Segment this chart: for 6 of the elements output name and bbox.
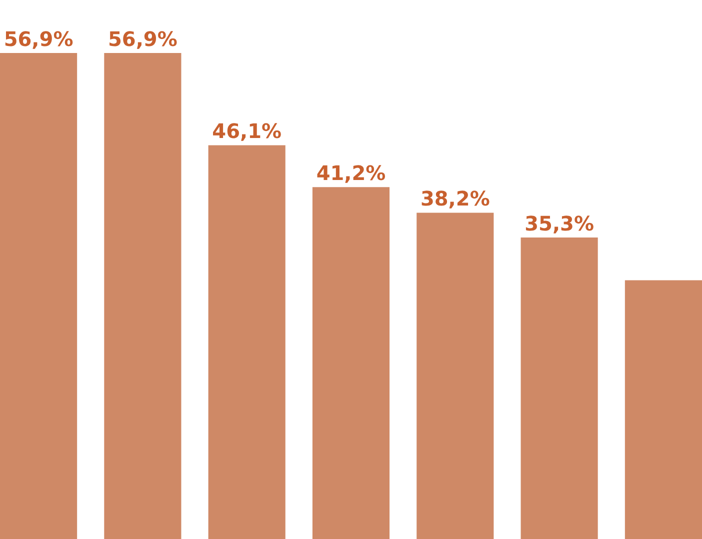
data-label: 38,2%	[420, 186, 490, 211]
data-label: 56,9%	[4, 27, 74, 51]
data-label: 41,2%	[316, 161, 386, 186]
data-label: 35,3%	[524, 211, 594, 236]
data-label: 46,1%	[212, 119, 282, 144]
data-label: 56,9%	[108, 27, 178, 51]
